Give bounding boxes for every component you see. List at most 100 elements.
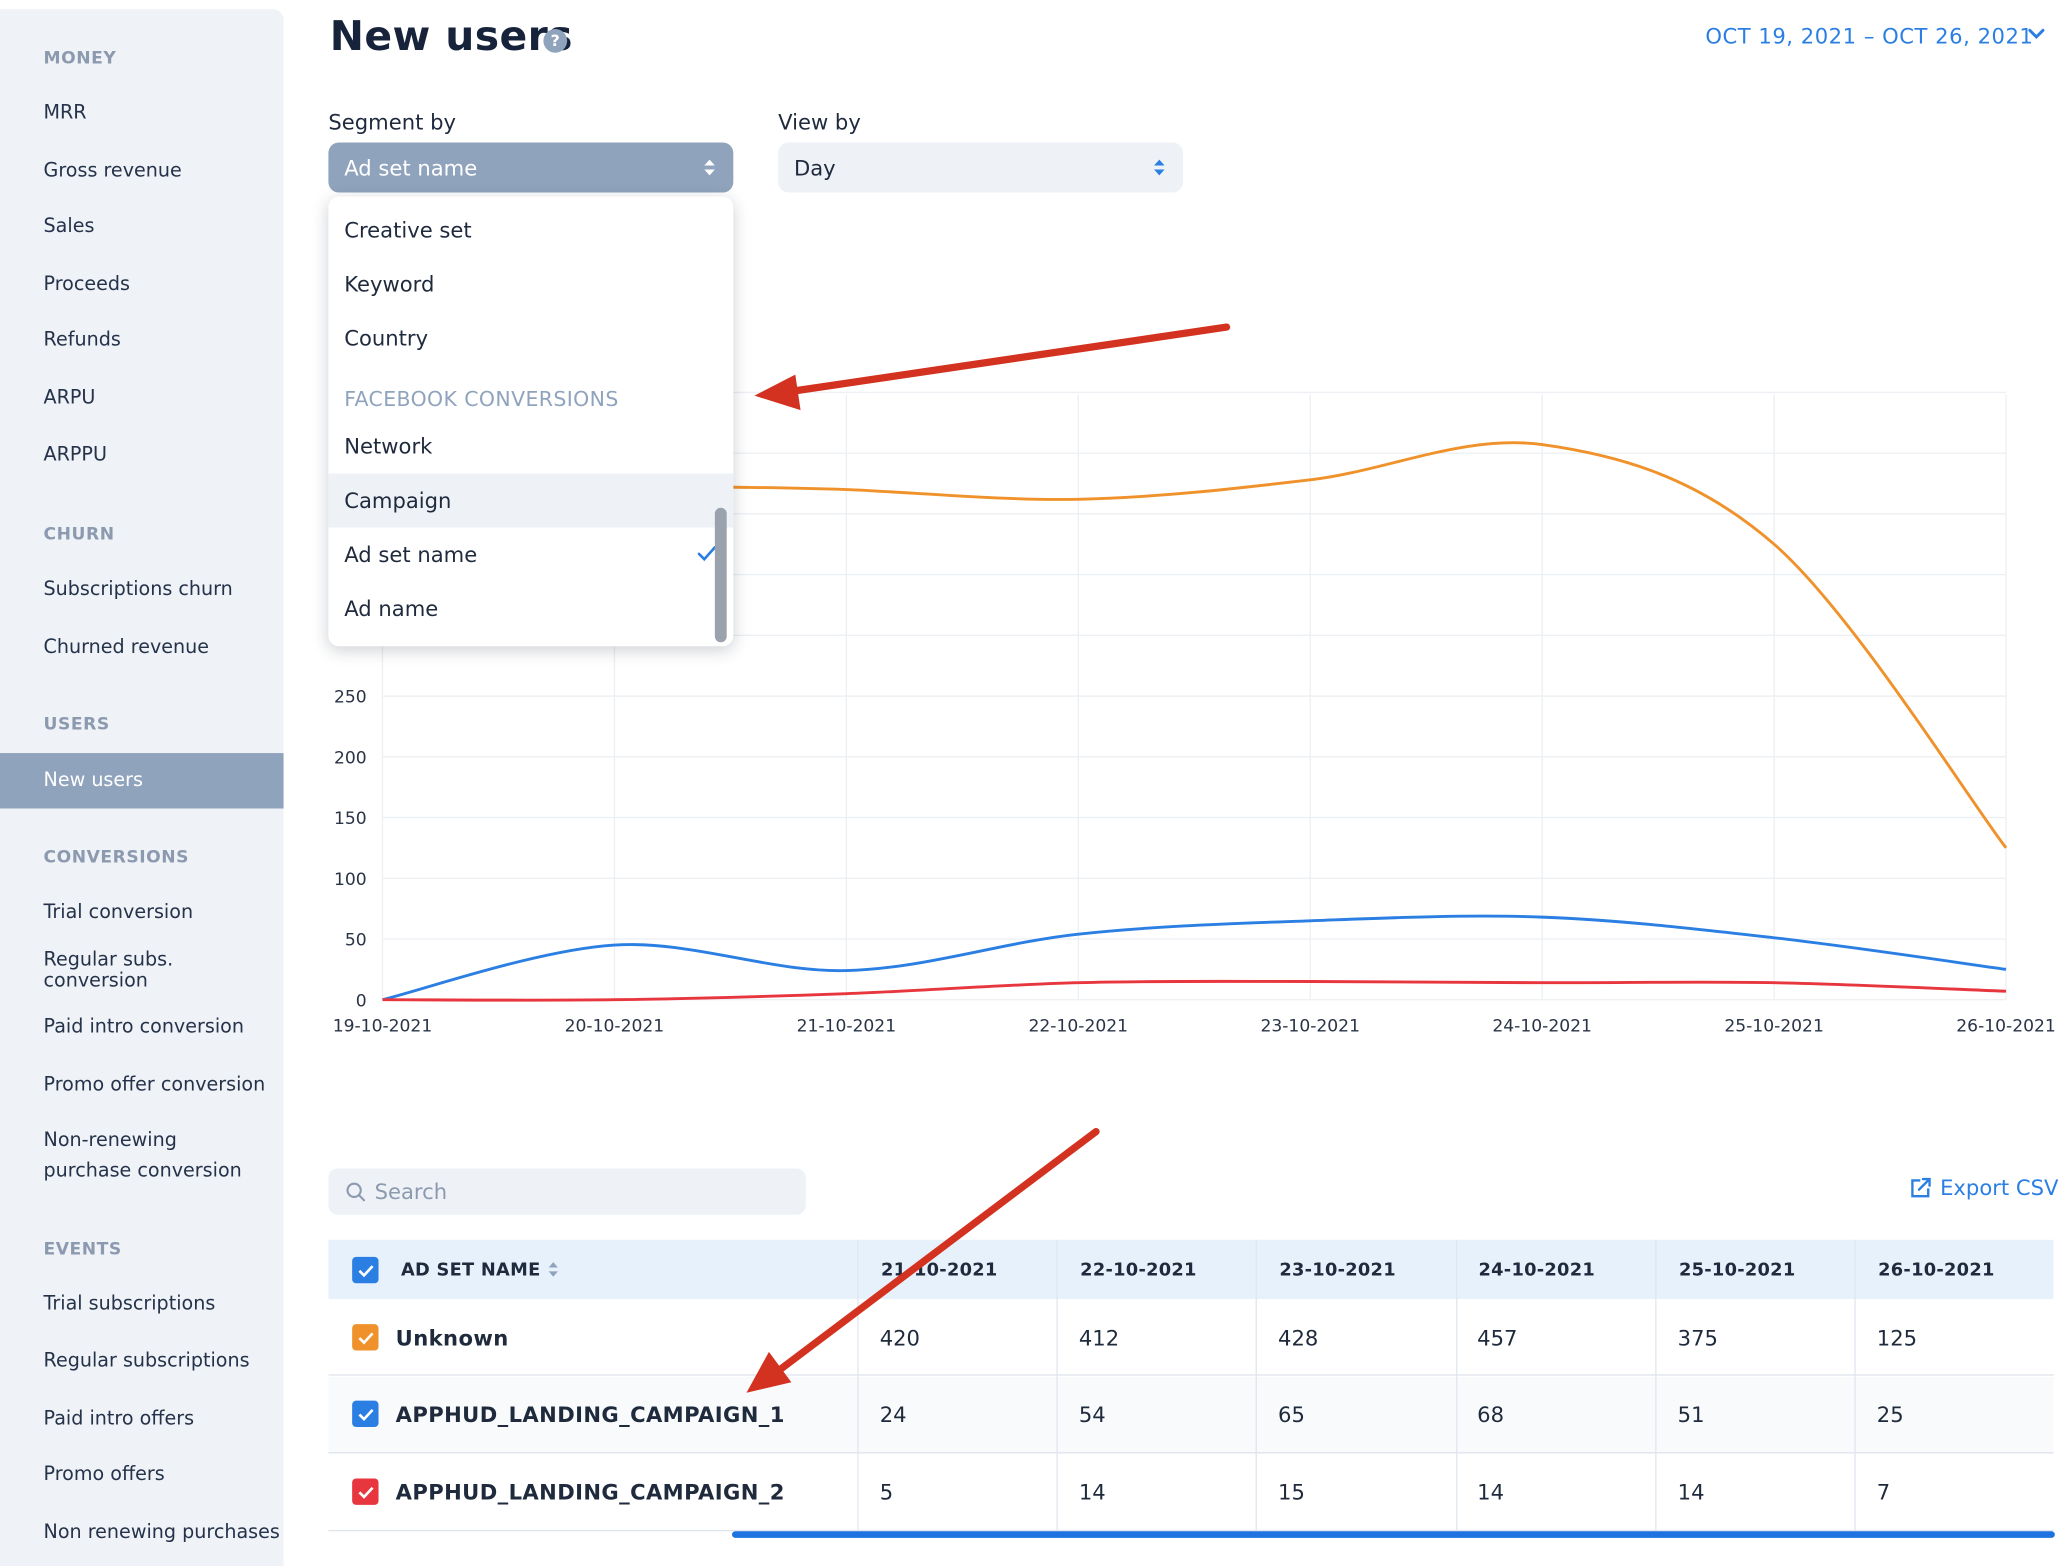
sidebar-item-promo-offers[interactable]: Promo offers: [43, 1463, 165, 1486]
y-tick-label: 250: [334, 688, 367, 708]
column-header-date[interactable]: 24-10-2021: [1478, 1258, 1596, 1280]
table-cell: 457: [1477, 1325, 1518, 1351]
column-header-date[interactable]: 22-10-2021: [1080, 1258, 1197, 1280]
column-header-date[interactable]: 25-10-2021: [1678, 1258, 1796, 1280]
checkmark-icon: [357, 1264, 373, 1277]
sidebar-item-regular-subscriptions[interactable]: Regular subscriptions: [43, 1350, 250, 1372]
y-tick-label: 200: [334, 748, 367, 768]
table-row[interactable]: APPHUD_LANDING_CAMPAIGN_2 5 14 15 14 14 …: [328, 1455, 2054, 1532]
dropdown-item-label: Ad set name: [344, 542, 478, 568]
dropdown-item-campaign[interactable]: Campaign: [328, 473, 734, 528]
table-cell: 65: [1278, 1401, 1305, 1428]
x-tick-label: 25-10-2021: [1724, 1016, 1824, 1036]
series-line-apphud-landing-campaign-1: [382, 914, 2007, 1002]
sidebar-item-arpu[interactable]: ARPU: [43, 387, 96, 409]
sidebar-item-gross-revenue[interactable]: Gross revenue: [43, 160, 182, 183]
sidebar-item-non-renewing-purchases[interactable]: Non renewing purchases: [43, 1522, 280, 1544]
column-divider: [1056, 1239, 1058, 1533]
segment-dropdown-menu: Creative set Keyword Country FACEBOOK CO…: [328, 196, 734, 647]
checkmark-icon: [697, 546, 717, 562]
view-by-value: Day: [793, 154, 836, 181]
dropdown-item-network[interactable]: Network: [344, 433, 433, 459]
export-csv-button[interactable]: Export CSV: [1910, 1175, 2058, 1200]
table-cell: 125: [1876, 1325, 1918, 1351]
search-input[interactable]: Search: [328, 1168, 806, 1215]
row-checkbox[interactable]: [352, 1324, 379, 1351]
dropdown-item-ad-name[interactable]: Ad name: [344, 596, 439, 622]
table-cell: 25: [1876, 1401, 1904, 1428]
x-tick-label: 21-10-2021: [797, 1016, 897, 1036]
column-divider: [1854, 1239, 1856, 1533]
dropdown-item-country[interactable]: Country: [344, 325, 429, 351]
sidebar-item-paid-intro-conversion[interactable]: Paid intro conversion: [43, 1016, 244, 1038]
sidebar: MONEY MRR Gross revenue Sales Proceeds R…: [0, 9, 284, 1566]
page-title: New users: [329, 13, 573, 61]
export-icon: [1911, 1177, 1931, 1198]
x-tick-label: 19-10-2021: [333, 1016, 433, 1036]
column-header-label: AD SET NAME: [400, 1258, 541, 1280]
sidebar-item-refunds[interactable]: Refunds: [43, 329, 121, 351]
row-checkbox[interactable]: [352, 1400, 379, 1428]
checkmark-icon: [357, 1408, 373, 1421]
sidebar-item-regular-subs-conversion[interactable]: Regular subs. conversion: [43, 949, 174, 992]
chevron-down-icon[interactable]: [2027, 26, 2045, 42]
table-cell: 54: [1078, 1401, 1106, 1428]
checkmark-icon: [357, 1331, 373, 1344]
sidebar-item-promo-offer-conversion[interactable]: Promo offer conversion: [43, 1074, 266, 1097]
table-cell: 14: [1677, 1479, 1705, 1505]
sidebar-item-paid-intro-offers[interactable]: Paid intro offers: [43, 1408, 195, 1430]
sidebar-section-money: MONEY: [43, 48, 117, 69]
dropdown-scrollbar[interactable]: [714, 507, 727, 643]
table-cell: 68: [1477, 1401, 1505, 1428]
sidebar-item-subscriptions-churn[interactable]: Subscriptions churn: [43, 578, 233, 601]
view-by-select[interactable]: Day: [778, 142, 1184, 193]
table-cell: 5: [879, 1479, 894, 1505]
column-divider: [1655, 1239, 1657, 1533]
column-divider: [857, 1239, 859, 1533]
y-tick-label: 150: [334, 809, 367, 829]
new-users-line-chart: 0 50 100 150 200 250 19-10-2021 20-10-2021 21-10…: [333, 391, 2056, 1036]
row-name: APPHUD_LANDING_CAMPAIGN_2: [395, 1479, 785, 1505]
table-cell: 14: [1477, 1479, 1505, 1505]
help-icon[interactable]: ?: [543, 29, 568, 53]
checkmark-icon: [357, 1486, 373, 1499]
sidebar-item-trial-subscriptions[interactable]: Trial subscriptions: [43, 1293, 216, 1315]
sidebar-item-new-users[interactable]: New users: [0, 753, 284, 809]
sidebar-section-conversions: CONVERSIONS: [43, 848, 190, 868]
series-line-apphud-landing-campaign-2: [382, 979, 2007, 1002]
dropdown-item-creative-set[interactable]: Creative set: [344, 217, 472, 243]
sidebar-item-sales[interactable]: Sales: [43, 216, 95, 238]
segment-by-select[interactable]: Ad set name: [328, 142, 734, 193]
series-line-unknown: [730, 441, 2008, 849]
dropdown-item-ad-set-name[interactable]: Ad set name: [328, 528, 733, 582]
x-tick-label: 22-10-2021: [1029, 1016, 1129, 1036]
sort-icon[interactable]: [547, 1261, 559, 1278]
table-row[interactable]: Unknown 420 412 428 457 375 125: [328, 1299, 2054, 1376]
y-tick-label: 0: [356, 991, 367, 1011]
dropdown-item-keyword[interactable]: Keyword: [344, 271, 435, 297]
dropdown-group-facebook-conversions: FACEBOOK CONVERSIONS: [344, 387, 619, 412]
column-header-date[interactable]: 23-10-2021: [1279, 1258, 1396, 1280]
sidebar-item-proceeds[interactable]: Proceeds: [43, 274, 131, 296]
table-row[interactable]: APPHUD_LANDING_CAMPAIGN_1 24 54 65 68 51…: [328, 1376, 2054, 1454]
column-divider: [1456, 1239, 1458, 1533]
sidebar-item-churned-revenue[interactable]: Churned revenue: [43, 637, 210, 659]
y-tick-label: 100: [334, 870, 367, 890]
column-header-ad-set-name[interactable]: AD SET NAME: [401, 1240, 559, 1299]
table-cell: 24: [879, 1401, 907, 1428]
sidebar-section-events: EVENTS: [43, 1239, 122, 1260]
table-horizontal-scrollbar[interactable]: [731, 1531, 2055, 1538]
segment-by-label: Segment by: [328, 109, 456, 135]
date-range-picker[interactable]: OCT 19, 2021 – OCT 26, 2021: [1705, 23, 2034, 49]
column-header-date[interactable]: 21-10-2021: [881, 1258, 998, 1280]
column-divider: [1255, 1239, 1257, 1533]
sort-updown-icon: [704, 159, 715, 176]
sidebar-item-mrr[interactable]: MRR: [43, 102, 87, 124]
sidebar-item-arppu[interactable]: ARPPU: [43, 444, 107, 466]
sidebar-item-non-renewing-purchase-conversion[interactable]: Non-renewing purchase conversion: [43, 1130, 242, 1182]
column-header-date[interactable]: 26-10-2021: [1878, 1258, 1995, 1280]
row-checkbox[interactable]: [352, 1478, 379, 1505]
select-all-checkbox[interactable]: [352, 1256, 379, 1284]
sidebar-item-trial-conversion[interactable]: Trial conversion: [43, 902, 194, 924]
